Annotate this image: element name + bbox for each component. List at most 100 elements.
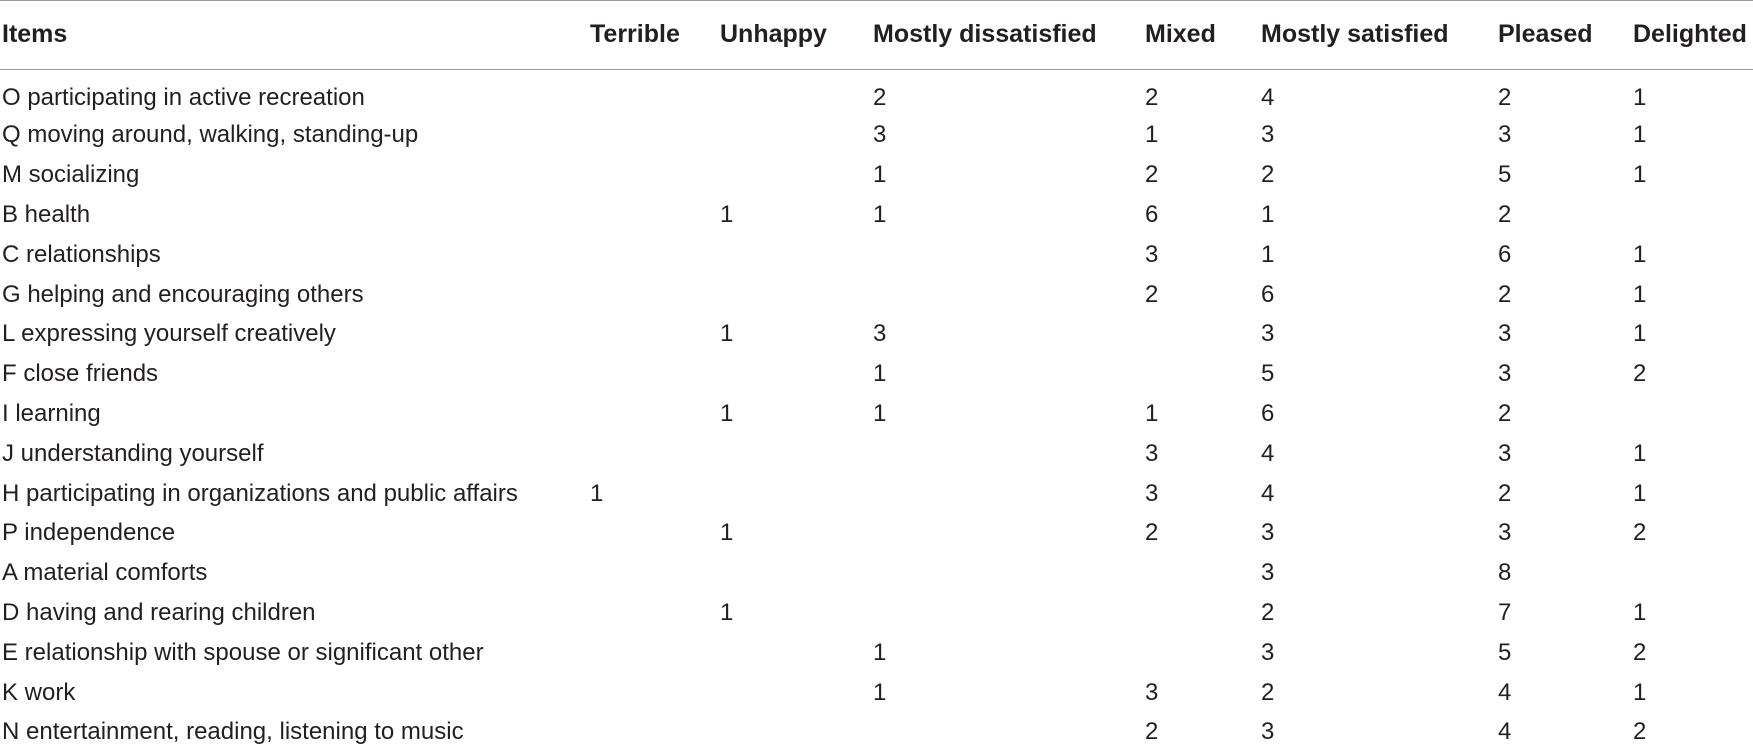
item-label: I learning — [0, 394, 590, 434]
count-cell: 4 — [1261, 434, 1498, 474]
count-cell: 1 — [873, 354, 1145, 394]
count-cell: 3 — [1261, 116, 1498, 156]
count-cell: 3 — [873, 314, 1145, 354]
header-pleased: Pleased — [1498, 1, 1633, 70]
item-label: H participating in organizations and pub… — [0, 474, 590, 514]
count-cell: 3 — [1498, 434, 1633, 474]
count-cell — [590, 70, 720, 116]
count-cell: 2 — [1145, 712, 1261, 752]
count-cell: 3 — [1498, 354, 1633, 394]
count-cell: 3 — [1498, 116, 1633, 156]
count-cell: 1 — [873, 394, 1145, 434]
count-cell: 3 — [1145, 235, 1261, 275]
table-row: E relationship with spouse or significan… — [0, 633, 1753, 673]
count-cell: 1 — [1633, 434, 1753, 474]
item-label: G helping and encouraging others — [0, 275, 590, 315]
count-cell: 2 — [1145, 70, 1261, 116]
item-label: D having and rearing children — [0, 593, 590, 633]
count-cell: 2 — [873, 70, 1145, 116]
item-label: F close friends — [0, 354, 590, 394]
count-cell: 2 — [1498, 394, 1633, 434]
count-cell — [720, 235, 873, 275]
count-cell: 3 — [1145, 434, 1261, 474]
header-mostly-dissatisfied: Mostly dissatisfied — [873, 1, 1145, 70]
count-cell: 2 — [1261, 593, 1498, 633]
count-cell: 1 — [873, 195, 1145, 235]
count-cell — [590, 553, 720, 593]
count-cell: 1 — [1633, 116, 1753, 156]
count-cell: 1 — [1145, 394, 1261, 434]
count-cell: 5 — [1498, 633, 1633, 673]
item-label: Q moving around, walking, standing-up — [0, 116, 590, 156]
item-label: N entertainment, reading, listening to m… — [0, 712, 590, 752]
count-cell: 3 — [1261, 633, 1498, 673]
count-cell: 2 — [1261, 155, 1498, 195]
count-cell — [720, 673, 873, 713]
count-cell: 6 — [1145, 195, 1261, 235]
count-cell — [720, 275, 873, 315]
count-cell — [873, 593, 1145, 633]
item-label: C relationships — [0, 235, 590, 275]
count-cell: 2 — [1145, 275, 1261, 315]
count-cell — [720, 116, 873, 156]
count-cell: 1 — [1633, 673, 1753, 713]
count-cell — [590, 354, 720, 394]
count-cell — [590, 314, 720, 354]
count-cell — [1633, 195, 1753, 235]
count-cell — [1145, 633, 1261, 673]
count-cell — [873, 553, 1145, 593]
count-cell: 2 — [1498, 474, 1633, 514]
count-cell: 4 — [1498, 712, 1633, 752]
count-cell: 6 — [1261, 275, 1498, 315]
count-cell — [590, 633, 720, 673]
count-cell — [1145, 354, 1261, 394]
count-cell: 5 — [1498, 155, 1633, 195]
item-label: A material comforts — [0, 553, 590, 593]
count-cell: 1 — [1633, 314, 1753, 354]
count-cell — [720, 354, 873, 394]
count-cell: 1 — [720, 593, 873, 633]
count-cell — [590, 394, 720, 434]
count-cell — [873, 235, 1145, 275]
count-cell — [590, 195, 720, 235]
count-cell — [720, 70, 873, 116]
count-cell: 1 — [1145, 116, 1261, 156]
count-cell: 3 — [1261, 314, 1498, 354]
count-cell: 1 — [873, 155, 1145, 195]
header-mostly-satisfied: Mostly satisfied — [1261, 1, 1498, 70]
count-cell: 3 — [1145, 673, 1261, 713]
item-label: M socializing — [0, 155, 590, 195]
count-cell — [590, 513, 720, 553]
count-cell: 1 — [873, 633, 1145, 673]
count-cell — [590, 434, 720, 474]
count-cell: 6 — [1498, 235, 1633, 275]
table-row: H participating in organizations and pub… — [0, 474, 1753, 514]
count-cell: 1 — [1633, 235, 1753, 275]
count-cell: 2 — [1633, 354, 1753, 394]
count-cell: 3 — [1261, 553, 1498, 593]
item-label: O participating in active recreation — [0, 70, 590, 116]
header-terrible: Terrible — [590, 1, 720, 70]
count-cell: 3 — [873, 116, 1145, 156]
count-cell: 7 — [1498, 593, 1633, 633]
count-cell — [720, 434, 873, 474]
count-cell — [720, 474, 873, 514]
count-cell: 1 — [1633, 275, 1753, 315]
count-cell — [873, 474, 1145, 514]
count-cell: 1 — [1261, 195, 1498, 235]
item-label: E relationship with spouse or significan… — [0, 633, 590, 673]
count-cell: 1 — [720, 314, 873, 354]
item-label: J understanding yourself — [0, 434, 590, 474]
count-cell — [590, 116, 720, 156]
item-label: B health — [0, 195, 590, 235]
count-cell: 1 — [1633, 155, 1753, 195]
count-cell — [590, 673, 720, 713]
count-cell — [590, 712, 720, 752]
